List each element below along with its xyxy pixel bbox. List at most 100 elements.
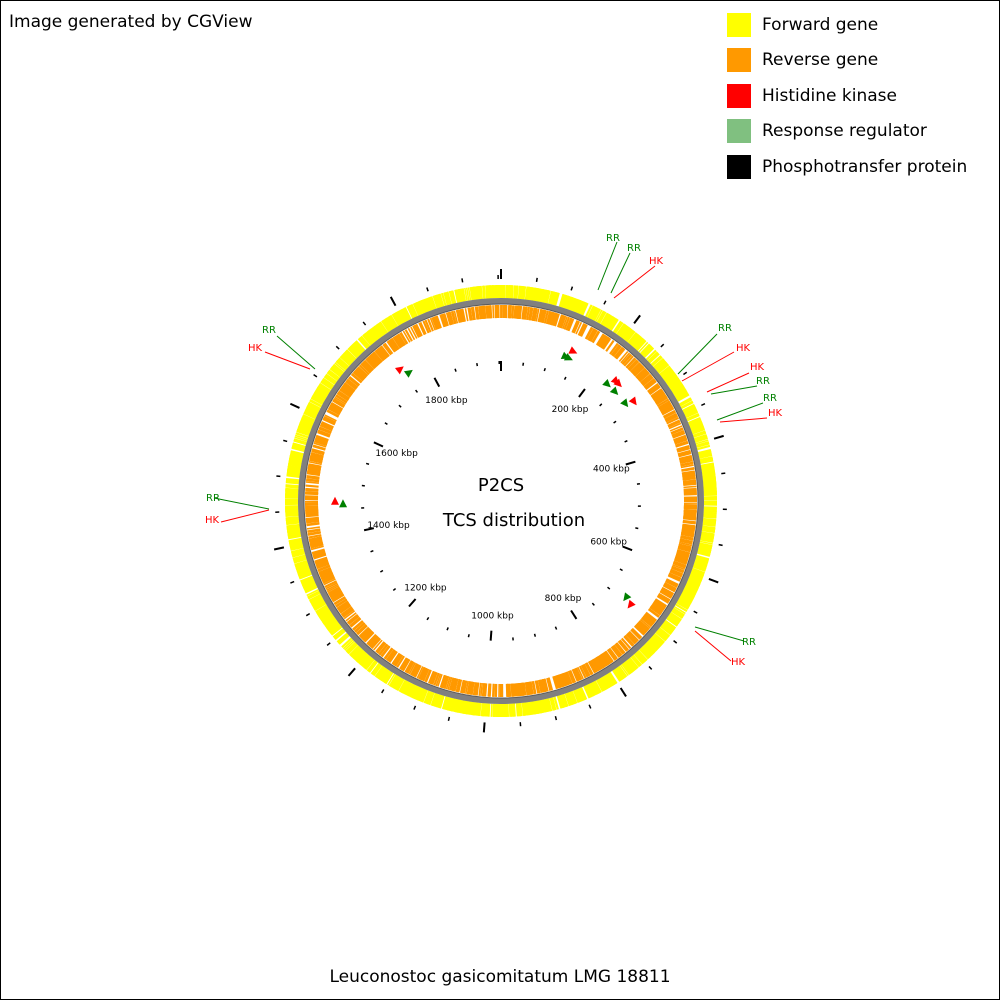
reverse-gene [513, 305, 516, 319]
reverse-gene [683, 517, 697, 521]
reverse-gene [380, 645, 390, 657]
reverse-gene [467, 307, 472, 321]
forward-gene [693, 432, 707, 438]
reverse-gene [476, 306, 480, 320]
outer-tick [535, 277, 538, 282]
reverse-gene [305, 481, 319, 484]
forward-gene [476, 702, 480, 716]
reverse-gene [587, 661, 596, 674]
forward-gene [408, 684, 416, 697]
forward-gene [289, 453, 303, 459]
inner-tick [408, 598, 417, 608]
forward-gene [627, 332, 637, 344]
forward-gene [383, 319, 392, 331]
reverse-gene [571, 320, 578, 333]
reverse-gene [416, 666, 424, 679]
reverse-gene [470, 307, 475, 321]
forward-gene [336, 632, 348, 643]
forward-gene [671, 610, 683, 619]
reverse-gene [334, 396, 347, 405]
reverse-gene [443, 675, 449, 689]
reverse-gene [608, 648, 618, 660]
inner-tick [591, 602, 595, 606]
reverse-gene [335, 598, 347, 607]
inner-tick [379, 569, 384, 573]
reverse-gene [557, 314, 564, 328]
forward-gene [396, 678, 405, 691]
reverse-gene [316, 561, 329, 568]
forward-gene [695, 437, 708, 443]
reverse-gene [359, 627, 370, 638]
forward-gene [633, 653, 644, 665]
forward-gene [686, 580, 700, 588]
forward-gene [543, 699, 549, 713]
forward-gene [325, 373, 338, 383]
forward-gene [655, 631, 667, 642]
reverse-gene [682, 480, 697, 484]
reverse-gene [393, 336, 402, 348]
forward-gene [302, 415, 315, 422]
rr-leader-line [276, 335, 316, 370]
outer-tick [701, 402, 706, 407]
reverse-gene [308, 536, 322, 541]
forward-gene [465, 287, 470, 301]
forward-gene [662, 370, 675, 380]
forward-gene [285, 491, 299, 494]
reverse-gene [595, 333, 605, 346]
reverse-gene [429, 671, 436, 685]
forward-gene [337, 358, 349, 369]
reverse-gene [658, 401, 671, 410]
reverse-gene [321, 574, 335, 582]
forward-gene [292, 554, 306, 560]
reverse-gene [406, 661, 415, 674]
reverse-gene [675, 440, 688, 447]
legend-swatch-reverse-gene [727, 48, 751, 73]
reverse-gene [683, 488, 697, 492]
reverse-gene [310, 454, 324, 459]
inner-tick [624, 440, 628, 443]
reverse-gene [538, 309, 543, 323]
reverse-gene [674, 559, 687, 565]
forward-gene [334, 362, 346, 372]
reverse-gene [569, 670, 576, 683]
center-subtitle: TCS distribution [442, 510, 585, 531]
reverse-gene [340, 387, 353, 397]
reverse-gene [590, 659, 599, 672]
forward-gene [377, 322, 387, 335]
tick-label: 400 kbp [593, 465, 630, 475]
forward-gene [338, 357, 350, 368]
forward-gene [681, 401, 694, 410]
forward-gene [411, 303, 418, 317]
reverse-gene [560, 315, 567, 329]
forward-gene [300, 577, 314, 584]
tick-label: 1600 kbp [375, 449, 418, 459]
reverse-gene [626, 358, 637, 369]
reverse-gene [670, 569, 683, 576]
forward-gene [621, 663, 631, 675]
reverse-gene [678, 544, 692, 550]
reverse-gene [565, 671, 572, 685]
reverse-gene [611, 344, 621, 357]
forward-gene [285, 487, 299, 491]
reverse-gene [591, 330, 600, 343]
inner-tick [619, 568, 623, 572]
kbp-tick-labels: 200 kbp 400 kbp 600 kbp 800 kbp 1000 kbp 1200… [367, 396, 630, 622]
reverse-gene [584, 663, 593, 676]
forward-gene [484, 703, 487, 717]
forward-gene [636, 340, 647, 351]
reverse-gene [669, 571, 683, 578]
inner-tick [570, 609, 578, 620]
reverse-gene [457, 679, 463, 693]
reverse-gene [333, 596, 346, 605]
outer-tick [381, 689, 385, 694]
reverse-gene [589, 660, 598, 673]
forward-gene [554, 292, 560, 306]
reverse-gene [415, 323, 423, 337]
reverse-gene [679, 541, 693, 547]
reverse-gene [305, 508, 319, 512]
reverse-gene [578, 665, 586, 679]
reverse-gene [387, 650, 397, 662]
forward-gene [441, 292, 447, 306]
reverse-gene [651, 603, 664, 613]
rr-callout-label: RR [756, 376, 770, 387]
